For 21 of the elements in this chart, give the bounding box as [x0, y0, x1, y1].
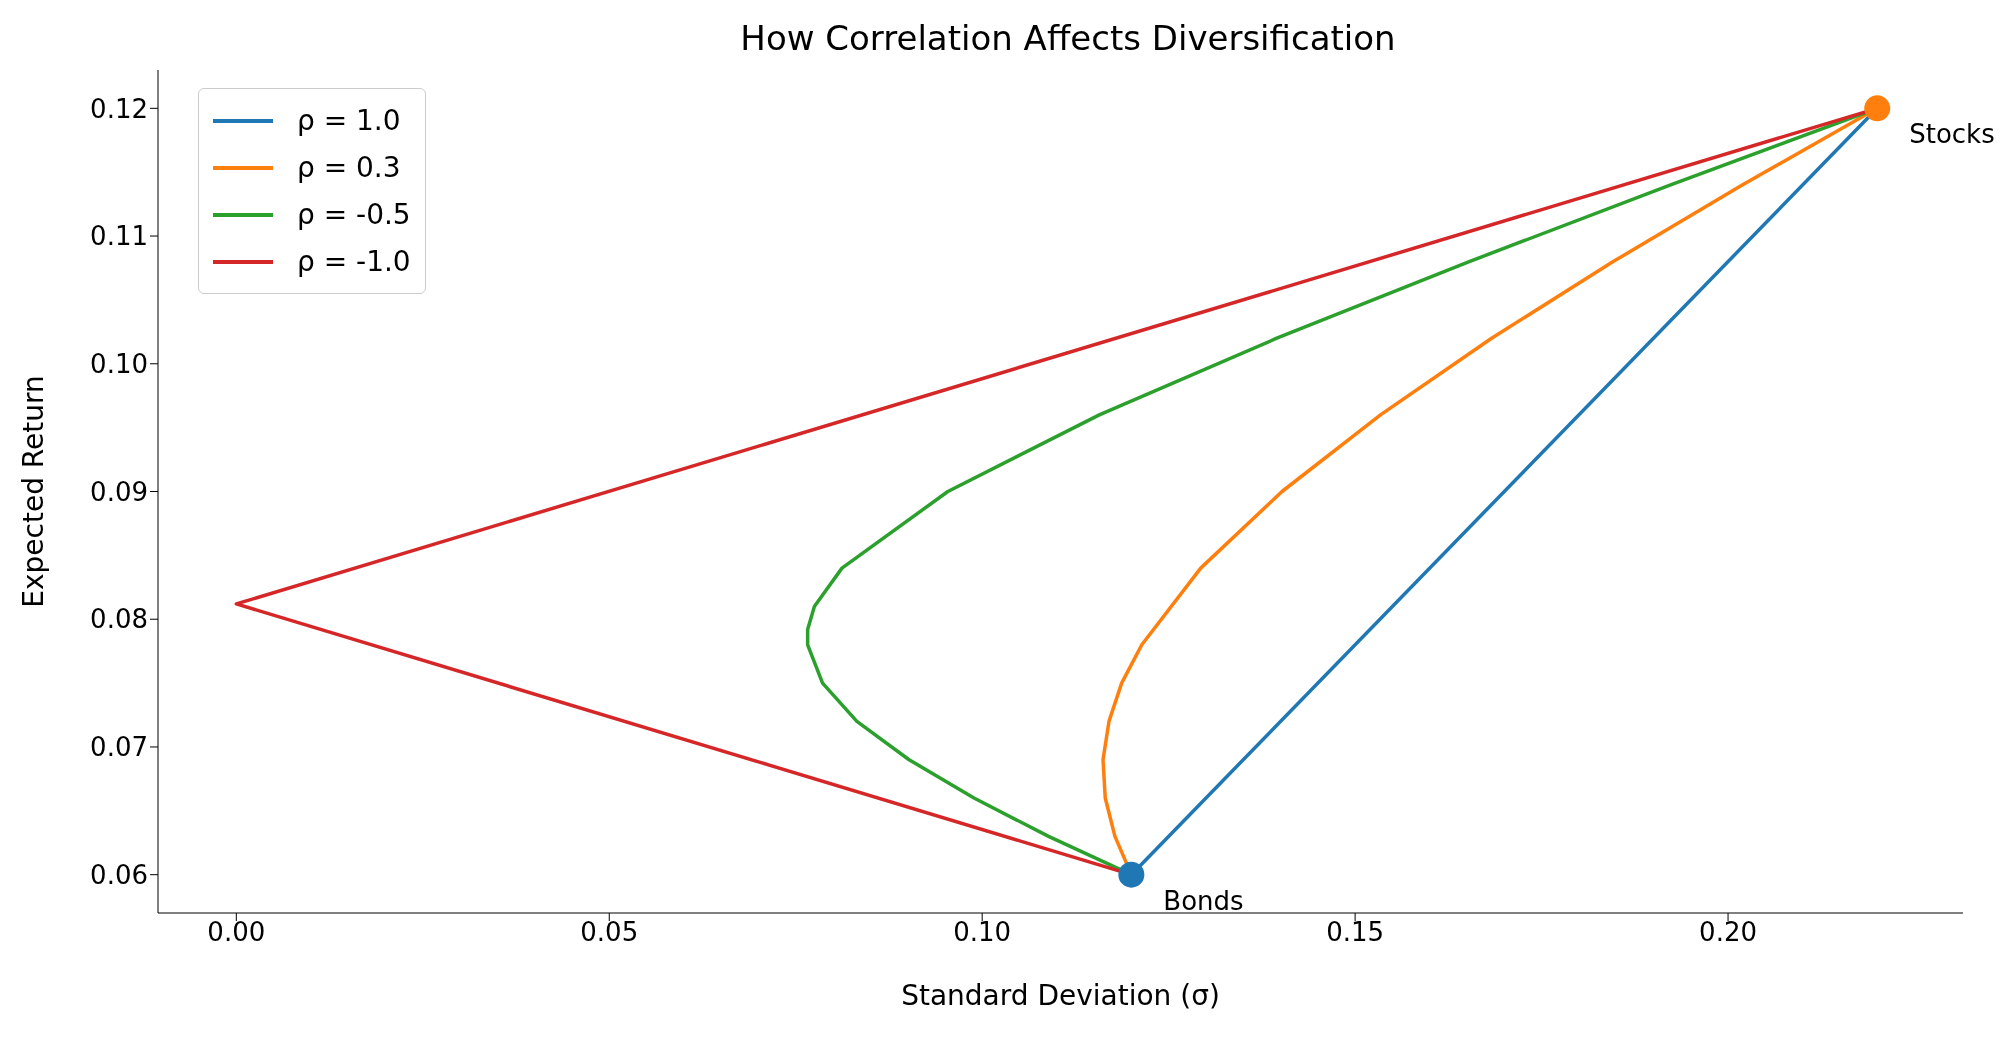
- legend-label: ρ = 1.0: [297, 104, 401, 137]
- x-tick-label: 0.20: [1699, 917, 1757, 948]
- legend-label: ρ = -1.0: [297, 245, 411, 278]
- y-tick-label: 0.09: [90, 476, 148, 507]
- y-tick-label: 0.08: [90, 604, 148, 635]
- y-tick-label: 0.12: [90, 93, 148, 124]
- x-tick-label: 0.15: [1326, 917, 1385, 948]
- y-tick-label: 0.10: [90, 349, 148, 379]
- x-axis-title: Standard Deviation (σ): [901, 979, 1220, 1012]
- legend-label: ρ = 0.3: [297, 151, 401, 184]
- annotation: Stocks: [1909, 119, 1995, 150]
- y-tick-label: 0.06: [90, 859, 148, 890]
- x-tick-label: 0.00: [207, 917, 266, 948]
- y-tick-label: 0.11: [90, 221, 148, 252]
- y-axis-title: Expected Return: [16, 375, 50, 608]
- legend-label: ρ = -0.5: [297, 198, 411, 231]
- x-tick-label: 0.10: [953, 917, 1012, 948]
- y-tick-label: 0.07: [90, 732, 148, 763]
- annotation: Bonds: [1163, 885, 1244, 916]
- x-tick-label: 0.05: [580, 917, 639, 948]
- chart-title: How Correlation Affects Diversification: [739, 18, 1397, 58]
